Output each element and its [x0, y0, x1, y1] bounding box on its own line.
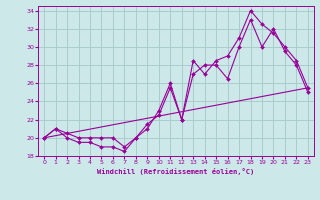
- X-axis label: Windchill (Refroidissement éolien,°C): Windchill (Refroidissement éolien,°C): [97, 168, 255, 175]
